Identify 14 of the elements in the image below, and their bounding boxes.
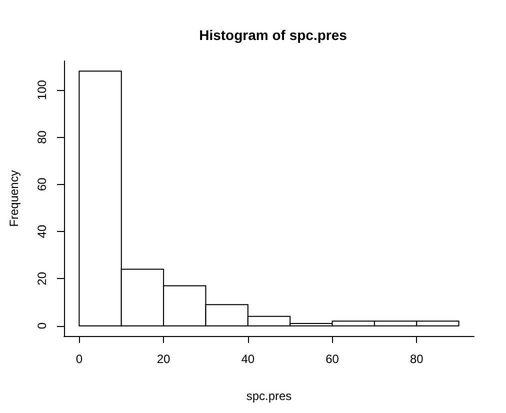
y-tick-label: 80 [35,130,49,144]
y-axis-title: Frequency [7,170,21,227]
x-tick-label: 20 [156,352,171,366]
y-tick-label: 100 [35,80,49,100]
chart-title: Histogram of spc.pres [199,27,348,43]
x-tick-label: 80 [410,352,424,366]
y-tick-label: 60 [35,177,49,192]
y-tick-label: 20 [35,272,49,286]
x-tick-label: 0 [76,352,83,366]
x-axis-title: spc.pres [246,389,292,403]
x-tick-label: 60 [326,352,340,366]
y-tick-label: 40 [35,224,49,238]
y-tick-label: 0 [35,322,49,330]
x-tick-label: 40 [241,352,255,366]
